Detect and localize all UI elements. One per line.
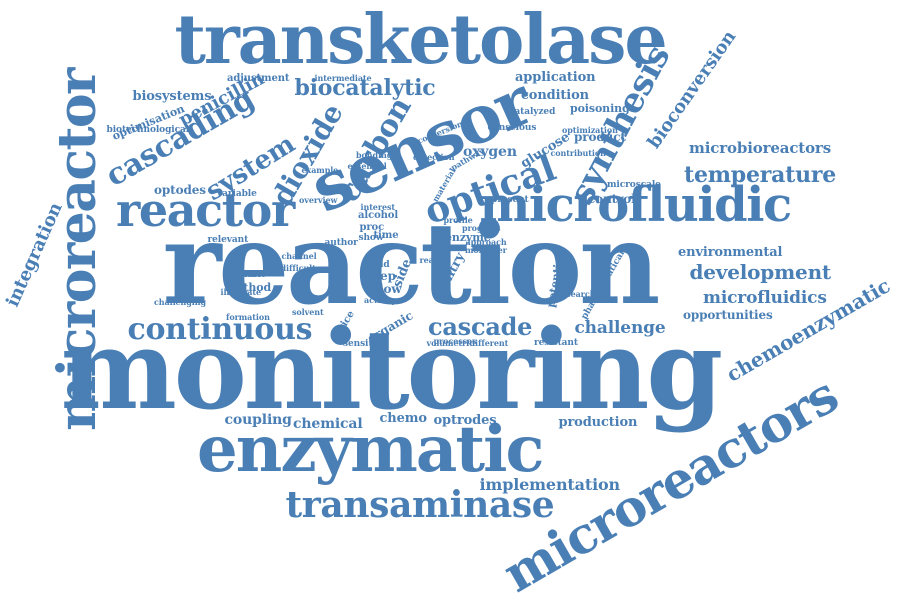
word-yield: yield	[366, 259, 390, 270]
word-optimization: optimization	[562, 125, 618, 135]
word-real: real	[419, 255, 437, 265]
word-biosystems: biosystems	[132, 88, 212, 104]
word-enzyme: enzyme	[445, 230, 491, 244]
word-optrodes: optrodes	[433, 412, 497, 428]
word-channel: channel	[281, 251, 317, 261]
word-overview: overview	[299, 195, 338, 205]
word-biotechnological: biotechnological	[106, 124, 190, 135]
word-sensitive: sensitive	[343, 338, 387, 349]
word-bonding: bonding	[356, 150, 393, 160]
word-essential: essential	[347, 161, 387, 171]
word-flow: flow	[374, 282, 402, 296]
word-transketolase: transketolase	[174, 0, 668, 80]
word-microfluidic: microfluidic	[479, 177, 793, 233]
word-microscale: microscale	[607, 179, 661, 190]
word-application: application	[515, 69, 596, 85]
word-monitoring: monitoring	[60, 305, 724, 434]
word-alcohol: alcohol	[358, 210, 399, 221]
word-poisoning: poisoning	[570, 101, 630, 115]
word-present: present	[491, 194, 529, 205]
word-time: time	[373, 230, 399, 241]
word-intermediate: intermediate	[314, 73, 372, 83]
word-step: step	[368, 269, 396, 283]
word-solvent: solvent	[292, 307, 324, 317]
word-difficult: difficult	[280, 263, 316, 273]
word-approach: approach	[465, 237, 507, 247]
word-optodes: optodes	[154, 183, 206, 197]
word-resistant: resistant	[534, 337, 578, 348]
word-adjustment: adjustment	[227, 73, 290, 84]
word-show: show	[358, 232, 384, 243]
word-research: research	[557, 289, 596, 299]
word-contribution: contribution	[550, 148, 606, 158]
word-temperature: temperature	[684, 162, 836, 188]
word-control: control	[588, 192, 636, 206]
word-profile: profile	[443, 215, 473, 225]
word-challenging: challenging	[154, 297, 207, 307]
word-microbioreactors: microbioreactors	[689, 138, 831, 157]
word-condition: condition	[521, 87, 589, 103]
word-interest: interest	[360, 202, 396, 212]
word-development: development	[689, 260, 832, 284]
word-illustrate: illustrate	[220, 287, 262, 297]
word-reactor: reactor	[116, 183, 295, 237]
word-activity: activity	[364, 295, 397, 305]
word-reaction: reaction	[162, 199, 661, 330]
word-opportunities: opportunities	[683, 308, 773, 322]
word-moreover: moreover	[465, 245, 507, 255]
word-variable: variable	[217, 188, 257, 199]
word-oxygen: oxygen	[463, 144, 517, 160]
word-volumetric: volumetric	[426, 338, 475, 348]
word-production: production	[558, 414, 638, 430]
word-transaminase: transaminase	[285, 484, 555, 526]
word-enzymatic: enzymatic	[197, 412, 544, 487]
word-processes: processes	[433, 336, 477, 346]
word-detection: detection	[413, 152, 455, 162]
word-progress: progress	[462, 223, 501, 233]
word-proc: proc	[359, 222, 385, 233]
word-method: method	[225, 280, 272, 294]
word-available: available	[226, 269, 266, 279]
word-example: example	[301, 165, 339, 175]
word-coupling: coupling	[224, 412, 292, 428]
word-challenge: challenge	[574, 317, 666, 338]
word-catalyzed: catalyzed	[509, 106, 556, 117]
word-chemical: chemical	[293, 416, 363, 432]
word-cascade: cascade	[428, 312, 533, 341]
word-different: different	[469, 338, 509, 348]
word-relevant: relevant	[207, 234, 249, 245]
word-continuous: continuous	[127, 312, 313, 347]
word-environmental: environmental	[678, 244, 783, 260]
word-biocatalytic: biocatalytic	[294, 75, 436, 101]
word-product: product	[574, 130, 626, 144]
word-conscious: conscious	[487, 122, 537, 133]
word-microfluidics: microfluidics	[703, 287, 827, 308]
word-implementation: implementation	[479, 475, 621, 494]
word-chemo: chemo	[379, 410, 428, 426]
word-author: author	[324, 237, 358, 248]
word-formation: formation	[226, 312, 270, 322]
word-microreactor: microreactor	[46, 69, 108, 431]
